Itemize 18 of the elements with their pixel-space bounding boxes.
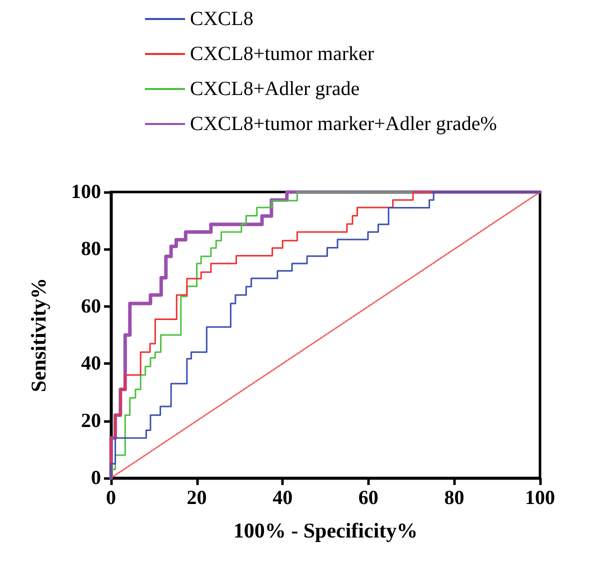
x-axis-title: 100% - Specificity%	[233, 518, 418, 542]
y-tick-label: 40	[81, 352, 101, 375]
y-tick-label: 20	[81, 410, 101, 432]
y-axis-title: Sensitivity%	[26, 278, 50, 392]
y-tick-label: 0	[91, 467, 101, 489]
y-tick-label: 60	[81, 295, 101, 318]
legend-label: CXCL8+tumor marker	[190, 43, 374, 65]
x-tick-label: 40	[272, 487, 293, 509]
x-tick-label: 0	[106, 487, 116, 509]
x-tick-label: 60	[358, 487, 378, 509]
legend-label: CXCL8	[190, 8, 254, 30]
y-tick-label: 100	[71, 181, 101, 203]
x-tick-label: 20	[186, 487, 207, 509]
x-tick-label: 100	[525, 487, 555, 509]
x-tick-label: 80	[444, 487, 464, 509]
legend-label: CXCL8+tumor marker+Adler grade%	[190, 113, 497, 135]
y-tick-label: 80	[81, 238, 101, 260]
legend-label: CXCL8+Adler grade	[190, 78, 360, 100]
